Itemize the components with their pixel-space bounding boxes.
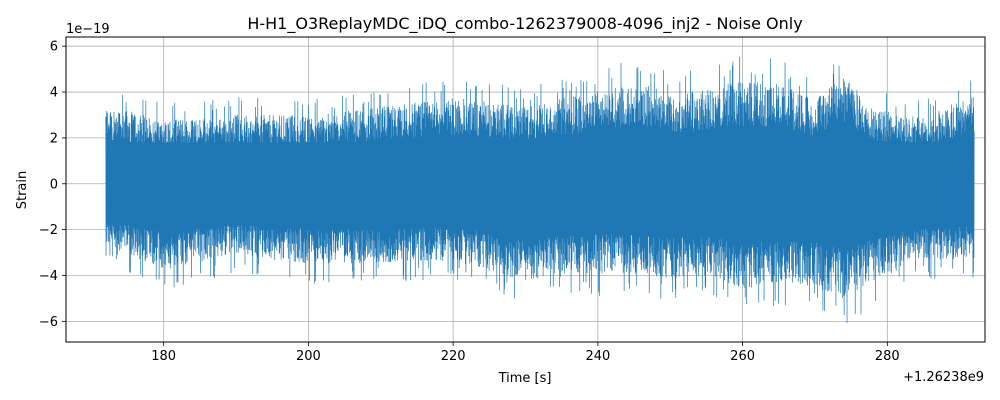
y-tick-label: 2 — [50, 131, 58, 146]
axes-frame — [65, 36, 986, 343]
y-tick-label: −2 — [39, 223, 58, 238]
plot-area — [65, 36, 986, 343]
strain-series-line — [105, 56, 975, 324]
x-tick-label: 180 — [151, 349, 176, 364]
x-axis-ticks: 180 200 220 240 260 280 — [151, 342, 900, 364]
y-axis-ticks: −6 −4 −2 0 2 4 6 — [39, 40, 66, 330]
chart-title: H-H1_O3ReplayMDC_iDQ_combo-1262379008-40… — [247, 14, 802, 34]
series-layer — [105, 56, 975, 324]
x-tick-label: 280 — [875, 349, 900, 364]
x-tick-label: 200 — [296, 349, 321, 364]
x-axis-label: Time [s] — [498, 371, 552, 386]
x-tick-label: 260 — [730, 349, 755, 364]
strain-series-core-band — [105, 142, 975, 226]
y-scale-label: 1e−19 — [66, 22, 110, 37]
y-tick-label: 0 — [50, 177, 58, 192]
y-tick-label: −6 — [39, 315, 58, 330]
y-tick-label: −4 — [39, 269, 58, 284]
y-axis-label: Strain — [15, 171, 30, 210]
x-tick-label: 220 — [441, 349, 466, 364]
y-tick-label: 4 — [50, 86, 58, 101]
x-tick-label: 240 — [585, 349, 610, 364]
x-offset-label: +1.26238e9 — [903, 370, 984, 385]
y-tick-label: 6 — [50, 40, 58, 55]
